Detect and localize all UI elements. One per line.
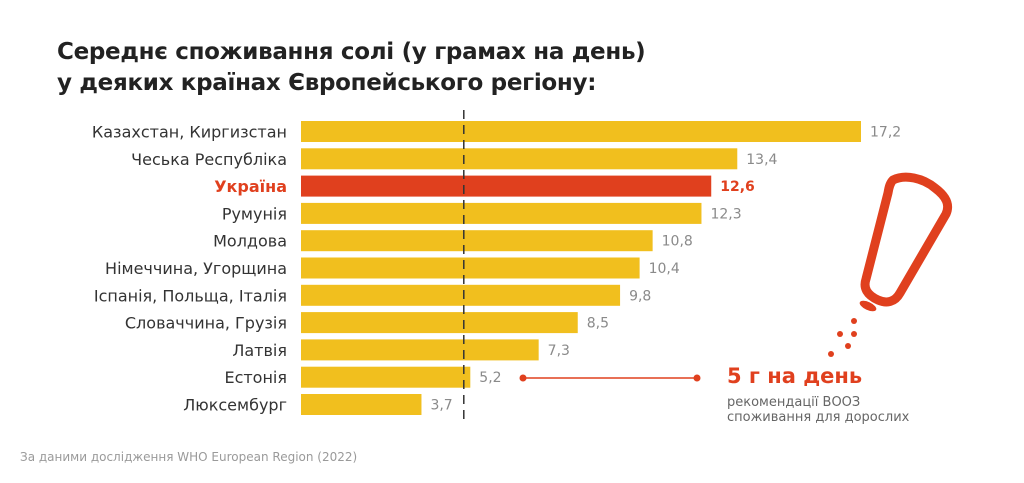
bar-8 xyxy=(301,339,539,361)
category-label: Україна xyxy=(214,177,287,196)
who-recommendation-line-2: споживання для дорослих xyxy=(727,410,910,425)
bar-2 xyxy=(301,175,712,197)
category-label: Люксембург xyxy=(183,396,287,415)
bar-4 xyxy=(301,230,653,252)
value-label: 12,6 xyxy=(720,179,755,195)
bar-6 xyxy=(301,284,621,306)
bar-7 xyxy=(301,312,578,334)
bar-1 xyxy=(301,148,738,170)
chart-title-line-1: Середнє споживання солі (у грамах на ден… xyxy=(57,39,646,65)
shaker-body xyxy=(860,172,953,307)
chart-title: Середнє споживання солі (у грамах на ден… xyxy=(57,37,646,99)
category-label: Латвія xyxy=(232,341,287,360)
category-label: Німеччина, Угорщина xyxy=(105,259,287,278)
category-label: Естонія xyxy=(224,368,287,387)
value-label: 5,2 xyxy=(479,370,501,386)
bar-5 xyxy=(301,257,640,279)
salt-grain xyxy=(837,331,843,337)
value-label: 9,8 xyxy=(629,288,651,304)
value-label: 17,2 xyxy=(870,125,901,141)
bar-9 xyxy=(301,366,471,388)
salt-grain xyxy=(828,351,834,357)
chart-title-line-2: у деяких країнах Європейського регіону: xyxy=(57,70,597,96)
value-label: 8,5 xyxy=(587,316,609,332)
value-labels-group: 17,2 13,4 12,6 12,3 10,8 10,4 9,8 8,5 7,3 5,2 3,7 xyxy=(430,125,901,414)
category-label: Казахстан, Киргизстан xyxy=(92,123,287,142)
connector-dot-right xyxy=(693,374,701,382)
salt-shaker-icon xyxy=(828,172,953,357)
value-label: 13,4 xyxy=(746,152,777,168)
salt-grain xyxy=(851,331,857,337)
bar-0 xyxy=(301,121,861,142)
value-label: 10,4 xyxy=(649,261,680,277)
category-label: Чеська Республіка xyxy=(131,150,287,169)
bars-group xyxy=(301,121,861,415)
value-label: 12,3 xyxy=(710,206,741,222)
salt-grain xyxy=(845,343,851,349)
category-label: Словаччина, Грузія xyxy=(125,314,287,333)
value-label: 3,7 xyxy=(430,398,452,414)
who-recommendation-text: рекомендації ВООЗ споживання для доросли… xyxy=(727,395,909,425)
bar-3 xyxy=(301,202,702,224)
category-label: Румунія xyxy=(222,204,287,223)
who-recommendation-line-1: рекомендації ВООЗ xyxy=(727,395,861,410)
shaker-cap xyxy=(859,300,877,312)
category-label: Молдова xyxy=(213,232,287,251)
connector-dot-left xyxy=(519,374,527,382)
category-labels-group: Казахстан, Киргизстан Чеська Республіка Ук… xyxy=(92,123,287,415)
bar-10 xyxy=(301,394,422,415)
who-recommendation-value: 5 г на день xyxy=(727,364,863,388)
value-label: 10,8 xyxy=(662,234,693,250)
value-label: 7,3 xyxy=(548,343,570,359)
annotation-connector xyxy=(519,374,701,382)
category-label: Іспанія, Польща, Італія xyxy=(94,286,287,305)
source-footnote: За даними дослідження WHO European Regio… xyxy=(20,450,358,464)
salt-grain xyxy=(851,318,857,324)
